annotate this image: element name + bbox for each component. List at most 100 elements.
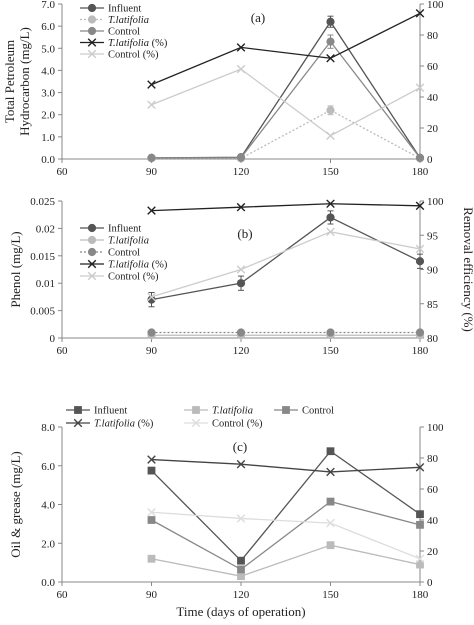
y-tick-label: 0.015 bbox=[30, 251, 55, 263]
data-point bbox=[415, 201, 425, 211]
y-tick-label: 0.025 bbox=[30, 196, 55, 208]
x-marker-stroke bbox=[236, 64, 246, 74]
data-point bbox=[415, 257, 425, 266]
data-point bbox=[415, 244, 425, 254]
y2-tick-label: 40 bbox=[427, 92, 439, 104]
legend-entry: Influent bbox=[80, 224, 141, 235]
y2-tick-label: 80 bbox=[427, 453, 439, 465]
legend-entry: Control (%) bbox=[184, 419, 263, 430]
y-tick-label: 6.0 bbox=[41, 461, 55, 473]
y2-tick-label: 0 bbox=[427, 154, 433, 166]
legend-entry: Control bbox=[80, 27, 140, 38]
legend-marker bbox=[87, 38, 97, 47]
x-marker-stroke bbox=[326, 467, 335, 477]
x-marker-stroke bbox=[326, 227, 335, 237]
data-point bbox=[326, 199, 335, 209]
legend-label: T.latifolia bbox=[108, 15, 149, 26]
series-3-t-latifolia- bbox=[147, 9, 425, 89]
x-marker-stroke bbox=[147, 455, 156, 464]
y-tick-label: 4.0 bbox=[41, 65, 55, 77]
panel-label: (b) bbox=[237, 226, 252, 241]
x-tick-label: 150 bbox=[322, 166, 339, 178]
y2-tick-label: 20 bbox=[427, 546, 439, 558]
legend-entry: T.latifolia (%) bbox=[66, 419, 154, 430]
x-tick-label: 180 bbox=[412, 589, 429, 601]
data-point bbox=[236, 279, 246, 288]
data-point bbox=[416, 560, 424, 569]
legend-marker bbox=[87, 15, 97, 24]
data-point bbox=[147, 206, 156, 215]
x-marker-stroke bbox=[326, 53, 335, 63]
series-4-control- bbox=[147, 507, 425, 564]
data-point bbox=[326, 227, 335, 237]
y2-tick-label: 60 bbox=[427, 484, 439, 496]
legend-entry: T.latifolia (%) bbox=[80, 38, 168, 49]
series-line bbox=[151, 203, 421, 212]
x-marker-stroke bbox=[87, 259, 97, 269]
data-point bbox=[236, 64, 246, 74]
x-marker-stroke bbox=[415, 463, 425, 472]
x-marker-stroke bbox=[326, 199, 335, 209]
data-point bbox=[415, 554, 425, 564]
series-4-control- bbox=[147, 227, 425, 302]
panel-label: (c) bbox=[233, 439, 247, 454]
legend-label: Influent bbox=[108, 224, 141, 235]
legend-label: T.latifolia (%) bbox=[108, 38, 168, 49]
chart-panel-1: 60 90 120 150 180 0.0 1.0 2.0 3.0 4.0 5.0 6.0 7.0 0 20… bbox=[2, 0, 444, 178]
data-point bbox=[326, 131, 335, 141]
y2-tick-label: 85 bbox=[427, 299, 439, 311]
data-point bbox=[147, 466, 156, 475]
data-point bbox=[326, 17, 335, 26]
x-marker-stroke bbox=[236, 265, 246, 274]
x-marker-stroke bbox=[87, 38, 97, 47]
y-tick-label: 8.0 bbox=[41, 422, 55, 434]
y-tick-label: 0.005 bbox=[30, 306, 55, 318]
y-tick-label: 1.0 bbox=[41, 132, 55, 144]
y-tick-label: 5.0 bbox=[41, 43, 55, 55]
x-marker-stroke bbox=[147, 292, 156, 302]
y2-axis-label: Removal efficiency (%) bbox=[461, 207, 474, 332]
data-point bbox=[237, 572, 245, 581]
x-marker-stroke bbox=[87, 271, 97, 281]
data-point bbox=[147, 516, 156, 524]
data-point bbox=[147, 153, 156, 162]
x-tick-label: 120 bbox=[233, 166, 250, 178]
x-marker-stroke bbox=[236, 459, 246, 469]
y-tick-label: 6.0 bbox=[41, 21, 55, 33]
y2-tick-label: 95 bbox=[427, 230, 439, 242]
data-point bbox=[326, 53, 335, 63]
data-point bbox=[326, 541, 335, 550]
legend-marker bbox=[74, 406, 82, 414]
legend-label: Control (%) bbox=[108, 50, 159, 61]
x-tick-label: 90 bbox=[146, 166, 158, 178]
y-tick-label: 4.0 bbox=[41, 500, 55, 512]
legend-marker bbox=[87, 271, 97, 281]
x-marker-stroke bbox=[73, 418, 83, 428]
x-tick-label: 90 bbox=[146, 589, 158, 601]
y2-tick-label: 0 bbox=[427, 577, 433, 589]
data-point bbox=[326, 328, 335, 337]
data-point bbox=[326, 467, 335, 477]
y2-tick-label: 90 bbox=[427, 265, 439, 277]
series-line bbox=[151, 231, 421, 298]
series-2-control bbox=[147, 497, 424, 574]
legend-label: Influent bbox=[94, 406, 127, 417]
legend-label: T.latifolia (%) bbox=[94, 419, 154, 430]
chart-panel-2: 60 90 120 150 180 0 0.005 0.01 0.015 0.02 0.025 80 8… bbox=[8, 196, 474, 357]
data-point bbox=[326, 518, 335, 528]
x-marker-stroke bbox=[236, 514, 246, 523]
legend-label: Influent bbox=[108, 4, 141, 15]
x-marker-stroke bbox=[147, 507, 156, 517]
series-line bbox=[151, 12, 421, 86]
y-tick-label: 0.0 bbox=[41, 577, 55, 589]
y-tick-label: 2.0 bbox=[41, 538, 55, 550]
x-marker-stroke bbox=[147, 100, 156, 110]
legend-marker bbox=[87, 247, 97, 257]
x-marker-stroke bbox=[147, 80, 156, 89]
x-marker-stroke bbox=[147, 206, 156, 215]
x-marker-stroke bbox=[236, 43, 246, 52]
legend-entry: Control (%) bbox=[80, 50, 159, 61]
legend-entry: T.latifolia bbox=[184, 406, 253, 417]
series-1-t-latifolia bbox=[147, 105, 425, 163]
legend-entry: T.latifolia bbox=[80, 15, 149, 26]
